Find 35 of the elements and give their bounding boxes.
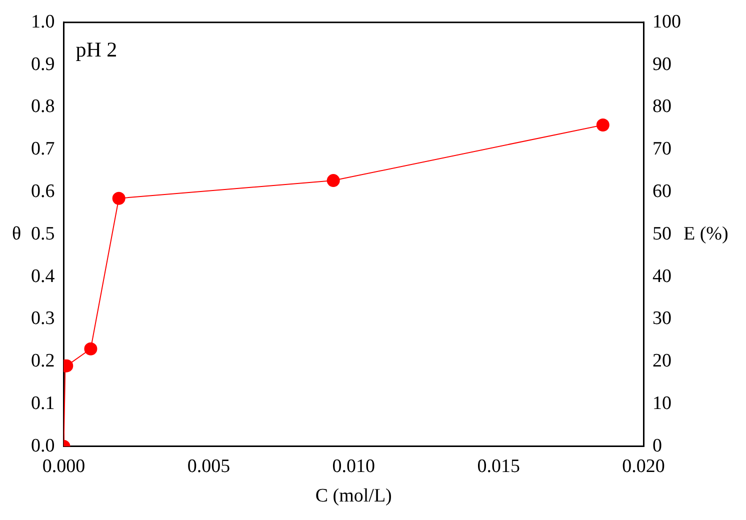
y-tick-label: 0.4	[31, 266, 56, 287]
annotation: pH 2	[76, 37, 118, 62]
y-tick-label: 0.7	[31, 138, 55, 160]
y-tick-label: 0.1	[31, 392, 55, 414]
y2-tick-label: 0	[652, 435, 662, 456]
x-tick-label: 0.015	[477, 456, 520, 477]
y2-tick-label: 30	[652, 308, 672, 330]
x-tick-label: 0.000	[42, 456, 86, 477]
y2-tick-label: 40	[652, 266, 672, 287]
y2-tick-label: 100	[652, 11, 681, 32]
x-axis-title: C (mol/L)	[315, 486, 392, 507]
x-tick-label: 0.020	[622, 456, 665, 477]
y-axis-title: θ	[12, 223, 22, 244]
y-tick-label: 0.6	[31, 180, 55, 202]
point	[84, 342, 98, 356]
y2-tick-label: 70	[652, 138, 672, 160]
point	[112, 192, 126, 205]
y-tick-label: 0.9	[31, 54, 55, 75]
y-tick-label: 0.0	[31, 435, 55, 456]
point	[326, 174, 340, 188]
y2-tick-label: 60	[652, 180, 672, 202]
y-tick-label: 0.3	[31, 308, 55, 330]
x-tick-label: 0.010	[332, 456, 375, 477]
y2-tick-label: 80	[652, 96, 672, 118]
y-tick-label: 0.8	[31, 96, 55, 118]
y2-tick-label: 10	[652, 392, 672, 414]
y-tick-label: 1.0	[31, 11, 55, 32]
y-tick-label: 0.5	[31, 223, 55, 244]
y2-tick-label: 50	[652, 223, 672, 244]
y2-axis-title: E (%)	[684, 223, 728, 244]
y-tick-label: 0.2	[31, 350, 55, 372]
y2-tick-label: 20	[652, 350, 672, 372]
point	[596, 118, 610, 132]
y2-tick-label: 90	[652, 54, 672, 75]
x-tick-label: 0.005	[187, 456, 230, 477]
